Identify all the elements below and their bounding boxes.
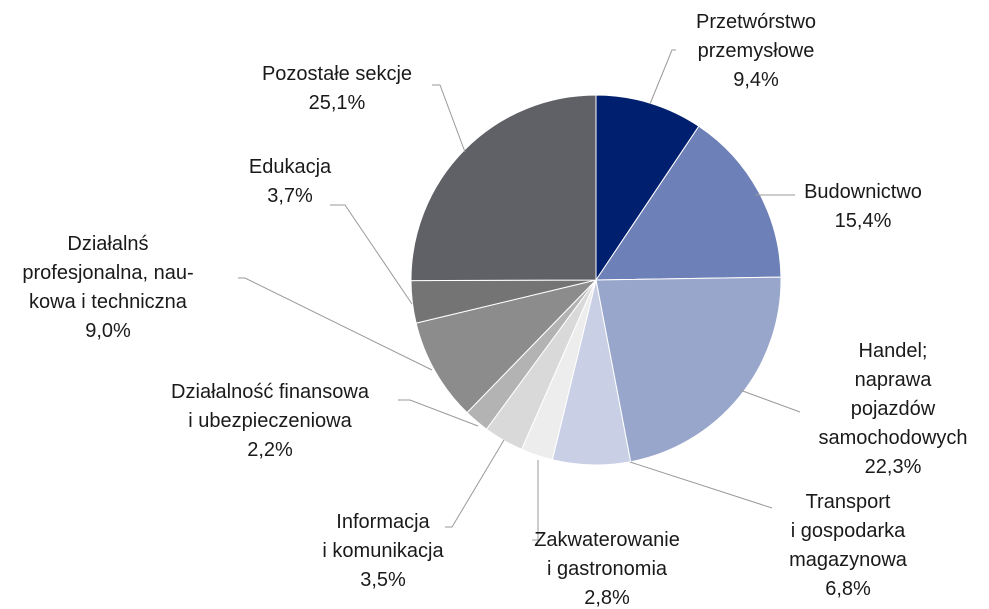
category-label: Pozostałe sekcje <box>261 63 413 85</box>
category-label: Budownictwo <box>804 181 922 203</box>
leader-line <box>739 389 801 413</box>
leader-line <box>238 277 433 371</box>
leader-line <box>330 204 413 305</box>
value-label: 9,0% <box>85 320 131 342</box>
value-label: 2,8% <box>584 587 630 609</box>
value-label: 3,7% <box>267 185 313 207</box>
leader-line <box>398 399 479 427</box>
pie-slice <box>595 276 782 463</box>
slice-label: Przetwórstwo przemysłowe 9,4% <box>696 8 816 95</box>
pie-slice <box>415 279 598 414</box>
value-label: 2,2% <box>247 439 293 461</box>
category-label: Transport i gospodarka magazynowa <box>789 491 907 571</box>
leader-lines <box>238 49 801 541</box>
value-label: 9,4% <box>733 69 779 91</box>
value-label: 22,3% <box>864 456 922 478</box>
value-label: 6,8% <box>825 578 871 600</box>
slice-label: Handel; naprawa pojazdów samochodowych 22… <box>819 337 968 482</box>
category-label: Edukacja <box>248 156 332 178</box>
slices <box>410 94 782 466</box>
category-label: Działalnś profesjonalna, nau- kowa i tec… <box>22 233 194 313</box>
pie-slice <box>410 94 597 282</box>
value-label: 15,4% <box>834 210 892 232</box>
leader-line <box>649 49 676 105</box>
category-label: Informacja i komunikacja <box>322 511 444 562</box>
category-label: Działalność finansowa i ubezpieczeniowa <box>171 381 369 432</box>
category-label: Zakwaterowanie i gastronomia <box>534 529 680 580</box>
leader-line <box>532 460 539 541</box>
slice-label: Budownictwo 15,4% <box>804 178 922 236</box>
pie-slice <box>595 94 700 282</box>
category-label: Handel; naprawa pojazdów samochodowych <box>818 340 968 449</box>
slice-label: Edukacja 3,7% <box>249 153 331 211</box>
value-label: 25,1% <box>308 92 366 114</box>
slice-label: Zakwaterowanie i gastronomia 2,8% <box>534 526 680 609</box>
slice-label: Informacja i komunikacja 3,5% <box>322 508 443 595</box>
leader-line <box>629 461 773 509</box>
leader-line <box>445 439 505 528</box>
slice-label: Działalnś profesjonalna, nau- kowa i tec… <box>22 230 193 346</box>
pie-slice <box>595 125 782 281</box>
leader-line <box>432 84 466 153</box>
category-label: Przetwórstwo przemysłowe <box>695 11 817 62</box>
slice-label: Działalność finansowa i ubezpieczeniowa 2… <box>171 378 369 465</box>
slice-label: Pozostałe sekcje 25,1% <box>262 60 412 118</box>
slice-label: Transport i gospodarka magazynowa 6,8% <box>789 488 907 604</box>
value-label: 3,5% <box>360 569 406 591</box>
